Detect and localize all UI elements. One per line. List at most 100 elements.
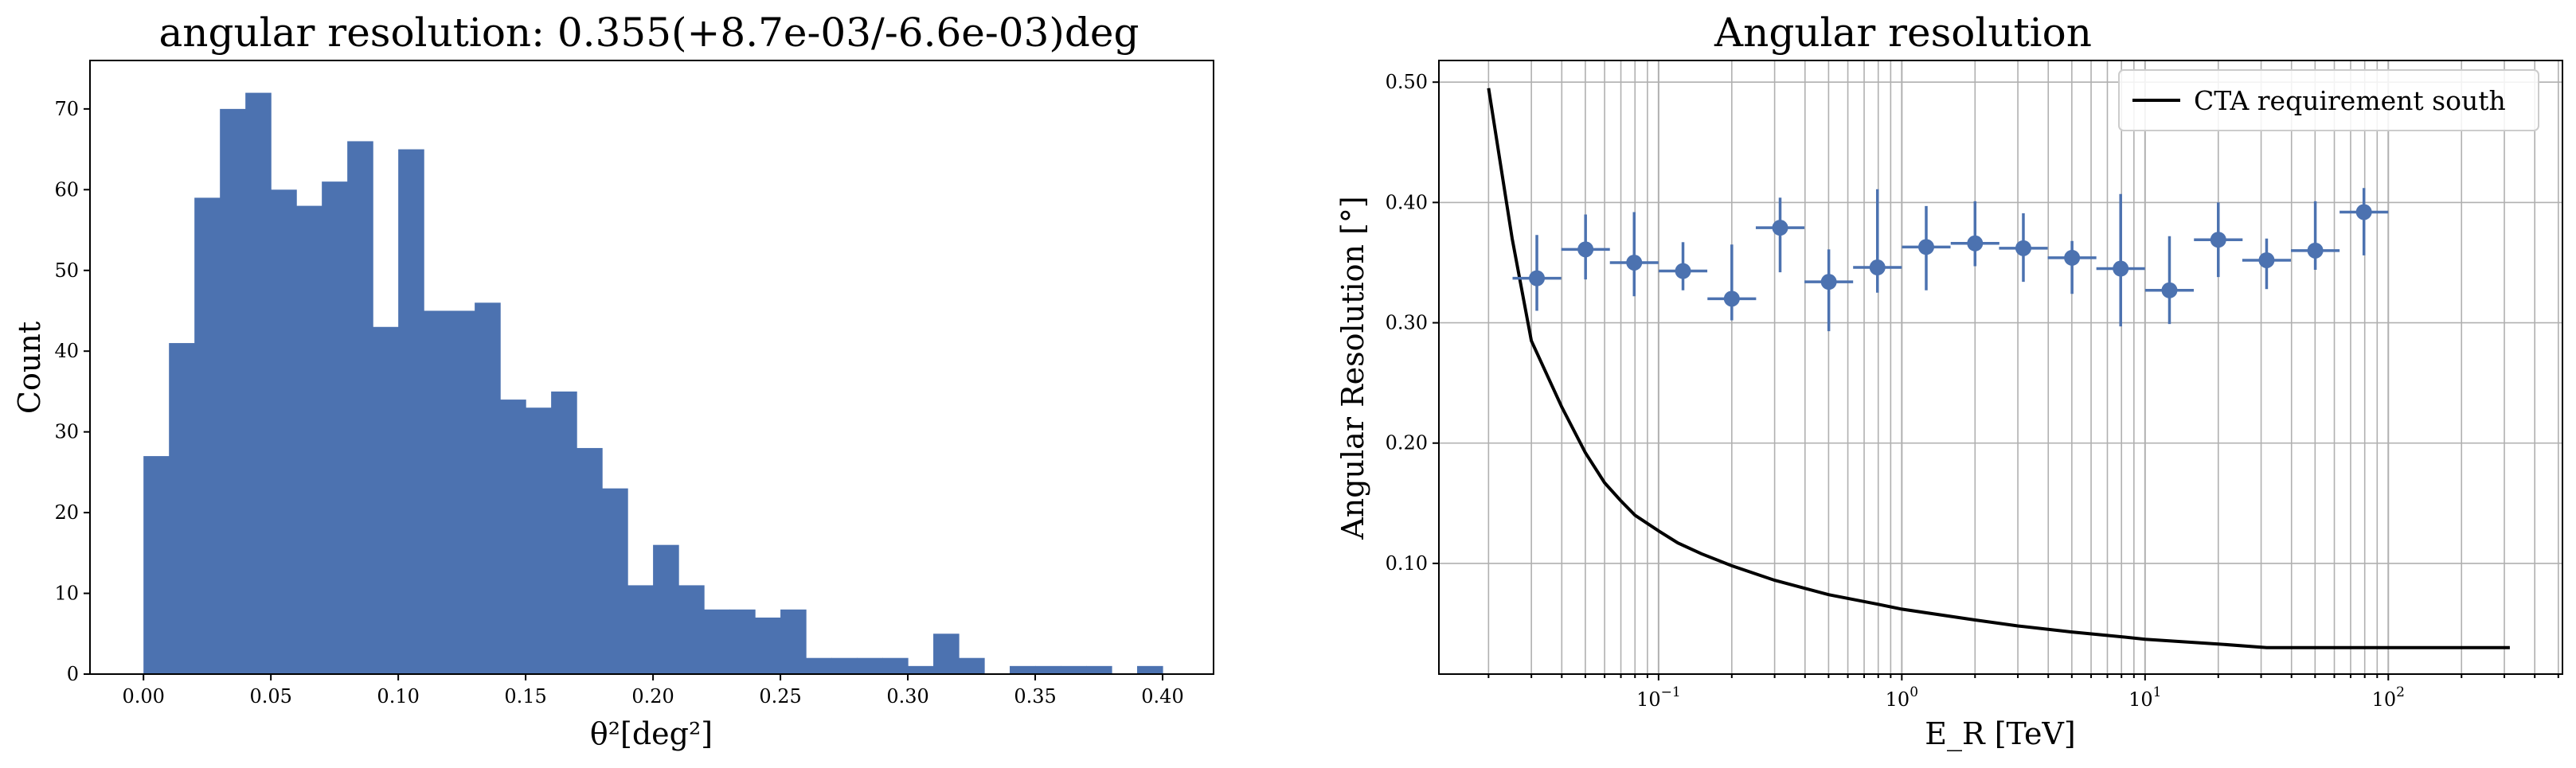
x-tick-label: 0.25 xyxy=(759,685,801,708)
resolution-point xyxy=(1675,263,1691,279)
histogram-bar xyxy=(143,456,170,674)
histogram-bar xyxy=(475,302,501,674)
y-tick-label: 20 xyxy=(54,501,79,524)
histogram-bar xyxy=(857,657,883,674)
histogram-bar xyxy=(729,609,756,674)
histogram-bar xyxy=(551,391,577,674)
resolution-x-label: E_R [TeV] xyxy=(1925,716,2075,752)
y-tick-label: 0.50 xyxy=(1386,71,1428,93)
x-tick-label: 101 xyxy=(2128,684,2161,711)
histogram-bar xyxy=(449,310,475,674)
histogram-bar xyxy=(271,189,297,674)
legend-frame xyxy=(2118,69,2539,131)
histogram-bar xyxy=(194,197,221,675)
resolution-series xyxy=(1487,88,2510,649)
x-tick-label: 0.00 xyxy=(122,685,164,708)
resolution-point xyxy=(1772,220,1788,236)
histogram-x-ticks: 0.00 0.05 0.10 0.15 0.20 0.25 0.30 0.35 0.40 xyxy=(122,674,1184,708)
histogram-bar xyxy=(526,407,552,674)
resolution-axes-frame xyxy=(1438,60,2563,675)
resolution-point xyxy=(1967,235,1984,251)
histogram-title: angular resolution: 0.355(+8.7e-03/-6.6e… xyxy=(158,10,1139,56)
histogram-bar xyxy=(500,400,526,674)
histogram-bar xyxy=(882,657,909,674)
resolution-point xyxy=(1529,270,1546,287)
histogram-bar xyxy=(1035,665,1061,674)
histogram-bar xyxy=(831,657,858,674)
y-tick-label: 0.30 xyxy=(1386,312,1428,334)
legend-label: CTA requirement south xyxy=(2194,85,2506,116)
x-tick-label: 102 xyxy=(2372,684,2405,711)
resolution-point xyxy=(1917,239,1934,255)
y-tick-label: 10 xyxy=(54,583,79,605)
resolution-panel: Angular resolution 10−1 100 101 102 0.10 0.2… xyxy=(1335,10,2563,752)
resolution-point xyxy=(2307,242,2324,259)
histogram-x-label: θ²[deg²] xyxy=(590,716,713,751)
histogram-bar xyxy=(653,544,679,674)
y-tick-label: 0.20 xyxy=(1386,432,1428,454)
histogram-bar xyxy=(220,108,246,675)
histogram-bar xyxy=(959,657,985,674)
resolution-point xyxy=(2113,260,2129,277)
legend: CTA requirement south xyxy=(2118,69,2539,131)
x-tick-label: 0.30 xyxy=(886,685,928,708)
histogram-bar xyxy=(424,310,450,674)
histogram-bar xyxy=(347,141,373,674)
resolution-y-label: Angular Resolution [°] xyxy=(1335,196,1370,540)
resolution-y-ticks: 0.10 0.20 0.30 0.40 0.50 xyxy=(1386,71,1439,575)
x-tick-label: 0.40 xyxy=(1141,685,1183,708)
histogram-panel: angular resolution: 0.355(+8.7e-03/-6.6e… xyxy=(12,10,1214,751)
histogram-bar xyxy=(627,585,654,674)
y-tick-label: 70 xyxy=(54,98,79,120)
resolution-grid xyxy=(1439,60,2562,674)
histogram-y-ticks: 0 10 20 30 40 50 60 70 xyxy=(54,98,90,685)
histogram-bar xyxy=(1010,665,1036,674)
resolution-point xyxy=(2015,240,2031,256)
x-tick-label: 0.15 xyxy=(504,685,546,708)
resolution-point xyxy=(1626,254,1643,271)
histogram-bar xyxy=(1086,665,1112,674)
resolution-point xyxy=(1723,290,1740,307)
resolution-point xyxy=(1869,259,1886,276)
y-tick-label: 60 xyxy=(54,178,79,201)
y-tick-label: 0.10 xyxy=(1386,552,1428,575)
x-tick-label: 0.35 xyxy=(1014,685,1056,708)
histogram-y-label: Count xyxy=(12,322,47,414)
x-tick-label: 0.20 xyxy=(631,685,674,708)
histogram-bar xyxy=(322,181,348,675)
resolution-x-ticks: 10−1 100 101 102 xyxy=(1487,674,2559,711)
resolution-point xyxy=(2258,251,2275,268)
histogram-bar xyxy=(704,609,730,674)
y-tick-label: 0.40 xyxy=(1386,191,1428,213)
resolution-point xyxy=(2064,249,2081,266)
histogram-bar xyxy=(678,585,705,674)
histogram-bar xyxy=(398,149,424,674)
x-tick-label: 10−1 xyxy=(1636,684,1681,711)
histogram-bar xyxy=(296,205,322,675)
histogram-bar xyxy=(780,609,807,674)
cta-requirement-line xyxy=(1487,88,2510,649)
resolution-point xyxy=(2210,232,2226,248)
y-tick-label: 40 xyxy=(54,340,79,362)
histogram-bar xyxy=(1061,665,1087,674)
histogram-bar xyxy=(577,447,603,674)
histogram-bar xyxy=(373,326,399,674)
y-tick-label: 0 xyxy=(67,663,79,685)
resolution-point xyxy=(1577,241,1594,258)
histogram-bar xyxy=(169,343,195,674)
histogram-bar xyxy=(908,665,934,674)
histogram-bars xyxy=(143,92,1163,675)
histogram-bar xyxy=(806,657,832,674)
resolution-point xyxy=(2161,282,2178,298)
histogram-axes-frame xyxy=(89,60,1214,675)
histogram-bar xyxy=(602,488,628,674)
x-tick-label: 100 xyxy=(1886,684,1918,711)
histogram-bar xyxy=(755,617,781,674)
y-tick-label: 50 xyxy=(54,259,79,282)
y-tick-label: 30 xyxy=(54,421,79,443)
resolution-point xyxy=(2355,204,2372,220)
resolution-title: Angular resolution xyxy=(1714,10,2092,56)
resolution-point xyxy=(1820,274,1837,290)
histogram-bar xyxy=(933,634,960,674)
